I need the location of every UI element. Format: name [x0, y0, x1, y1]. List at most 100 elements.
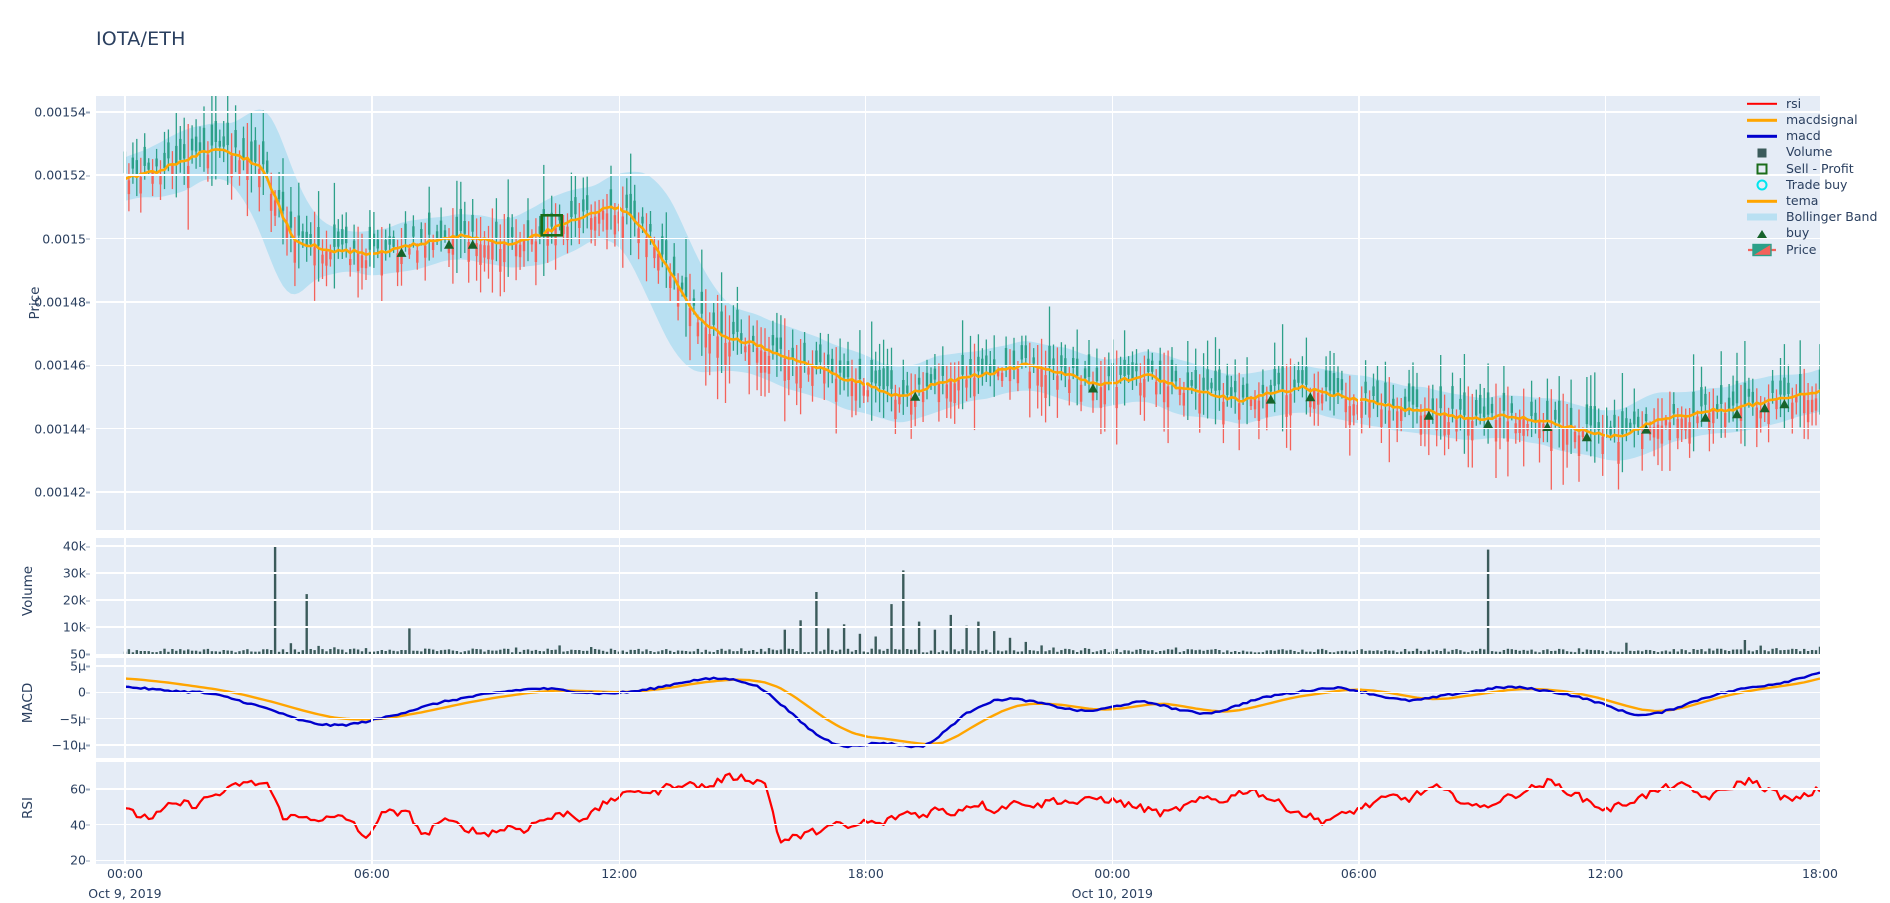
legend-item-rsi[interactable]: rsi [1745, 96, 1890, 112]
macd-axis-title: MACD [20, 682, 36, 724]
legend-item-trade-buy[interactable]: Trade buy [1745, 177, 1890, 193]
gridline-vertical [865, 762, 867, 864]
gridline-vertical [1604, 762, 1607, 864]
gridline-vertical [124, 96, 126, 530]
gridline-vertical [618, 96, 620, 530]
rsi-ytick-label: 20 [70, 853, 90, 868]
gridline-vertical [618, 538, 620, 654]
gridline-vertical [865, 538, 867, 654]
gridline-vertical [1358, 96, 1360, 530]
tick-mark [86, 744, 90, 747]
page-title: IOTA/ETH [96, 28, 186, 50]
price-ytick-label: 0.00144 [34, 421, 90, 436]
tick-mark [86, 665, 90, 668]
gridline-vertical [1604, 96, 1607, 530]
gridline-vertical [618, 658, 620, 758]
volume-ytick-label: 30k [63, 566, 90, 581]
macd-plot-area [96, 658, 1820, 758]
x-tick-label: 00:00 [1094, 866, 1131, 881]
tick-mark [86, 573, 90, 575]
candlestick-swatch [1747, 243, 1777, 257]
legend-item-price[interactable]: Price [1745, 242, 1890, 258]
tick-mark [86, 175, 90, 177]
square-open-swatch [1756, 163, 1768, 175]
legend-item-label: Sell - Profit [1786, 160, 1854, 176]
price-plot-area [96, 96, 1820, 530]
gridline-vertical [124, 762, 126, 864]
legend-item-label: tema [1786, 192, 1819, 208]
line-icon [1745, 128, 1779, 144]
gridline-horizontal [96, 788, 1820, 790]
x-tick-label: 00:00 [106, 866, 143, 881]
price-ytick-label: 0.00146 [34, 358, 90, 373]
gridline-horizontal [96, 859, 1820, 862]
legend-item-label: buy [1786, 225, 1810, 241]
buy-markers[interactable] [396, 239, 1790, 442]
gridline-vertical [1358, 658, 1360, 758]
gridline-horizontal [96, 364, 1820, 366]
triangle-up-icon [1745, 226, 1779, 242]
band-swatch [1747, 213, 1777, 221]
legend-item-tema[interactable]: tema [1745, 193, 1890, 209]
gridline-vertical [371, 538, 373, 654]
band-icon [1745, 209, 1779, 225]
legend-item-macd[interactable]: macd [1745, 128, 1890, 144]
gridline-horizontal [96, 823, 1820, 826]
price-ytick-label: 0.00152 [34, 168, 90, 183]
square-open-icon [1745, 161, 1779, 177]
gridline-horizontal [96, 301, 1820, 303]
gridline-horizontal [96, 427, 1820, 430]
tick-mark [86, 491, 90, 494]
gridline-horizontal [96, 545, 1820, 547]
x-tick-label: 06:00 [353, 866, 390, 881]
sell-profit-markers[interactable] [540, 214, 564, 237]
x-tick-label: 12:00 [1587, 866, 1624, 881]
tick-mark [86, 238, 90, 240]
macd-svg [124, 671, 1820, 749]
rsi-svg [124, 772, 1820, 844]
rsi-ytick-label: 40 [70, 817, 90, 832]
gridline-horizontal [96, 744, 1820, 746]
tick-mark [86, 788, 90, 791]
rsi-panel [96, 762, 1820, 864]
legend-item-bollinger-band[interactable]: Bollinger Band [1745, 209, 1890, 225]
rsi-plot-area [96, 762, 1820, 864]
price-ytick-label: 0.00142 [34, 484, 90, 499]
x-axis-date-label: Oct 10, 2019 [1071, 886, 1153, 901]
tick-mark [86, 428, 90, 430]
volume-svg [123, 546, 1820, 654]
macd-line [124, 671, 1820, 749]
legend-item-label: Trade buy [1786, 176, 1848, 192]
tick-mark [86, 692, 90, 694]
gridline-vertical [1111, 96, 1113, 530]
legend-item-sell-profit[interactable]: Sell - Profit [1745, 161, 1890, 177]
volume-ytick-label: 40k [63, 539, 90, 554]
gridline-vertical [371, 658, 373, 758]
bollinger-band-area [124, 109, 1820, 461]
rsi-ytick-label: 60 [70, 781, 90, 796]
x-tick-label: 06:00 [1340, 866, 1377, 881]
volume-ytick-label: 50 [70, 646, 90, 661]
candlestick-series [123, 96, 1820, 490]
legend-item-buy[interactable]: buy [1745, 226, 1890, 242]
rsi-yaxis: 60 40 20 [0, 762, 90, 868]
line-icon [1745, 96, 1779, 112]
volume-yaxis: 40k 30k 20k 10k 50 [0, 538, 90, 661]
legend-item-macdsignal[interactable]: macdsignal [1745, 112, 1890, 128]
gridline-horizontal [96, 491, 1820, 493]
gridline-horizontal [96, 111, 1820, 113]
line-swatch [1747, 102, 1777, 106]
legend: rsi macdsignal macd Volume Sell - Profit Trad… [1745, 96, 1890, 258]
tick-mark [86, 365, 90, 367]
price-panel [96, 96, 1820, 530]
rsi-axis-title: RSI [20, 797, 36, 819]
gridline-horizontal [96, 665, 1820, 667]
price-yaxis: 0.00154 0.00152 0.0015 0.00148 0.00146 0.0014… [0, 96, 90, 530]
legend-item-volume[interactable]: Volume [1745, 145, 1890, 161]
tick-mark [86, 718, 90, 720]
gridline-vertical [371, 762, 373, 864]
legend-item-label: Volume [1786, 144, 1833, 160]
price-axis-title: Price [27, 286, 43, 320]
tick-mark [86, 627, 90, 629]
volume-plot-area [96, 538, 1820, 654]
